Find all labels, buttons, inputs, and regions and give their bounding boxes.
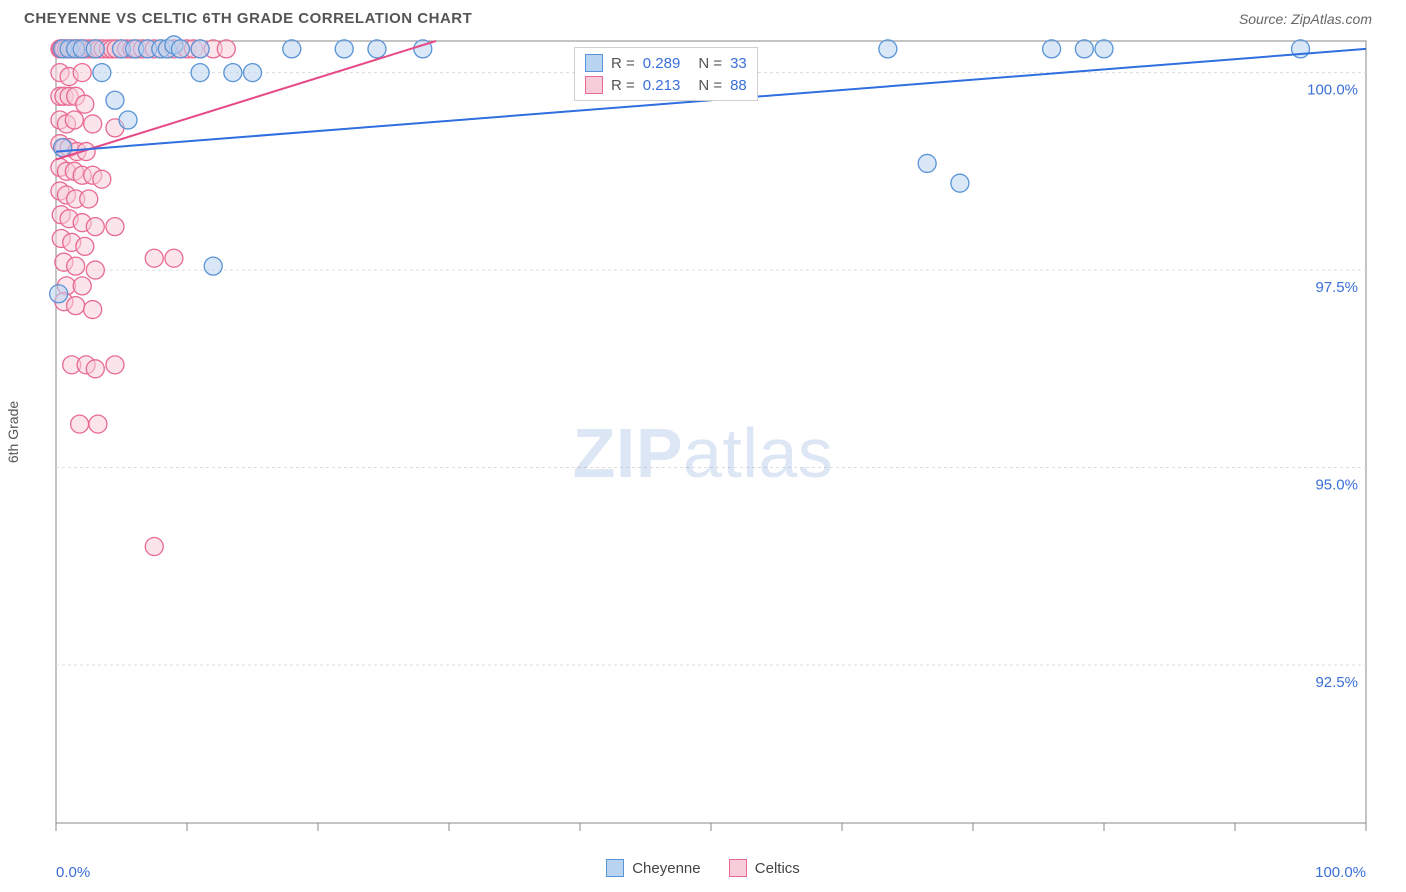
- source-label: Source: ZipAtlas.com: [1239, 11, 1372, 27]
- n-label: N =: [698, 55, 722, 72]
- r-label: R =: [611, 55, 635, 72]
- legend-item-cheyenne: Cheyenne: [606, 859, 700, 877]
- header: CHEYENNE VS CELTIC 6TH GRADE CORRELATION…: [0, 0, 1406, 33]
- r-value: 0.213: [643, 77, 681, 94]
- svg-text:100.0%: 100.0%: [1307, 82, 1358, 99]
- correlation-row: R = 0.213 N = 88: [585, 74, 747, 96]
- scatter-chart: 100.0% 97.5% 95.0% 92.5% 6th Grade: [0, 33, 1406, 883]
- r-label: R =: [611, 77, 635, 94]
- svg-text:97.5%: 97.5%: [1315, 279, 1358, 296]
- swatch-icon: [585, 54, 603, 72]
- svg-text:92.5%: 92.5%: [1315, 674, 1358, 691]
- legend-label: Celtics: [755, 860, 800, 877]
- correlation-legend-box: R = 0.289 N = 33 R = 0.213 N = 88: [574, 47, 758, 101]
- n-value: 33: [730, 55, 747, 72]
- legend-swatch-icon: [606, 859, 624, 877]
- svg-text:95.0%: 95.0%: [1315, 477, 1358, 494]
- legend-swatch-icon: [729, 859, 747, 877]
- r-value: 0.289: [643, 55, 681, 72]
- svg-text:6th Grade: 6th Grade: [5, 401, 21, 463]
- correlation-row: R = 0.289 N = 33: [585, 52, 747, 74]
- n-value: 88: [730, 77, 747, 94]
- legend-item-celtics: Celtics: [729, 859, 800, 877]
- n-label: N =: [698, 77, 722, 94]
- chart-title: CHEYENNE VS CELTIC 6TH GRADE CORRELATION…: [24, 10, 472, 27]
- swatch-icon: [585, 76, 603, 94]
- series-legend: Cheyenne Celtics: [0, 859, 1406, 881]
- chart-container: 100.0%97.5%95.0%92.5%6th Grade ZIPatlas …: [0, 33, 1406, 883]
- legend-label: Cheyenne: [632, 860, 700, 877]
